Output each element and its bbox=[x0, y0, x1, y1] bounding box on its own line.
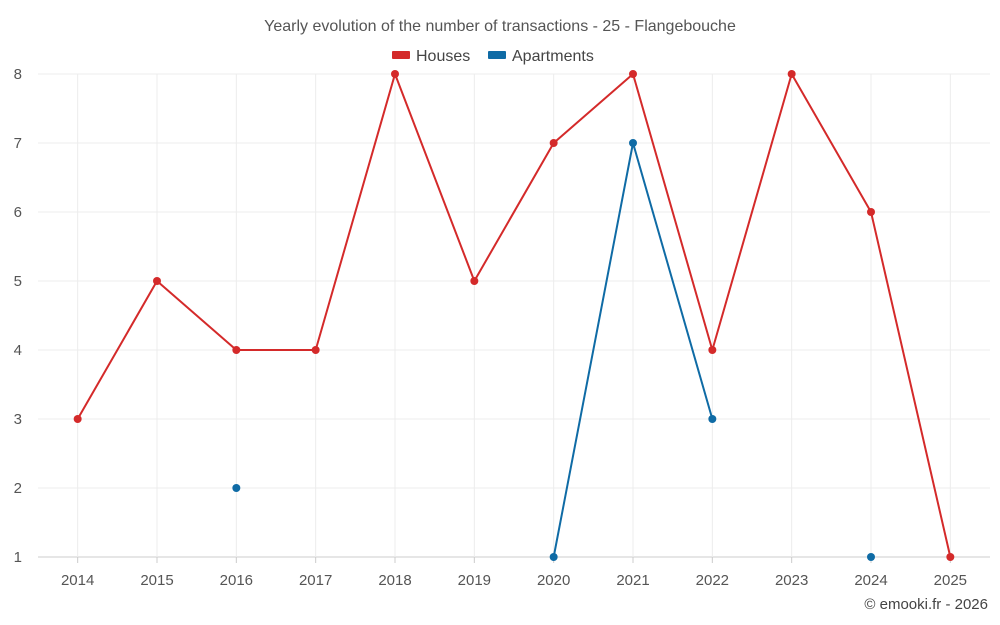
y-tick-label: 5 bbox=[14, 273, 22, 290]
grid bbox=[38, 73, 990, 558]
y-tick-label: 3 bbox=[14, 411, 22, 428]
x-tick-label: 2024 bbox=[854, 572, 887, 589]
data-point-houses-2014[interactable] bbox=[73, 415, 82, 423]
series-line-houses bbox=[76, 73, 952, 558]
series-points bbox=[73, 70, 955, 561]
y-tick-label: 1 bbox=[14, 549, 22, 566]
data-point-houses-2025[interactable] bbox=[946, 553, 955, 561]
legend-label-houses: Houses bbox=[416, 48, 470, 65]
legend-item-houses[interactable]: Houses bbox=[392, 48, 470, 65]
x-tick-label: 2018 bbox=[378, 572, 411, 589]
data-point-apartments-2021[interactable] bbox=[629, 139, 637, 147]
x-tick-label: 2020 bbox=[537, 572, 570, 589]
data-point-apartments-2020[interactable] bbox=[549, 553, 558, 561]
y-tick-label: 6 bbox=[14, 204, 22, 221]
x-tick-label: 2022 bbox=[696, 572, 729, 589]
data-point-houses-2022[interactable] bbox=[708, 346, 717, 354]
data-point-houses-2018[interactable] bbox=[391, 70, 399, 78]
legend-item-apartments[interactable]: Apartments bbox=[488, 48, 594, 65]
x-tick-label: 2019 bbox=[458, 572, 491, 589]
legend-label-apartments: Apartments bbox=[512, 48, 594, 65]
y-tick-label: 7 bbox=[14, 135, 22, 152]
x-tick-label: 2014 bbox=[61, 572, 94, 589]
chart-title: Yearly evolution of the number of transa… bbox=[264, 18, 736, 35]
y-tick-label: 8 bbox=[14, 66, 22, 83]
data-point-houses-2019[interactable] bbox=[470, 277, 479, 285]
y-tick-label: 2 bbox=[14, 480, 22, 497]
data-point-houses-2015[interactable] bbox=[153, 277, 161, 285]
data-point-houses-2023[interactable] bbox=[787, 70, 796, 78]
x-tick-label: 2023 bbox=[775, 572, 808, 589]
credit-text: © emooki.fr - 2026 bbox=[864, 596, 988, 613]
y-tick-label: 4 bbox=[14, 342, 22, 359]
x-tick-label: 2016 bbox=[220, 572, 253, 589]
data-point-houses-2017[interactable] bbox=[311, 346, 320, 354]
data-point-houses-2020[interactable] bbox=[549, 139, 558, 147]
data-point-houses-2016[interactable] bbox=[232, 346, 241, 354]
series-lines bbox=[76, 73, 952, 558]
data-point-apartments-2024[interactable] bbox=[867, 553, 875, 561]
data-point-apartments-2022[interactable] bbox=[708, 415, 717, 423]
data-point-houses-2024[interactable] bbox=[867, 208, 875, 216]
x-tick-label: 2015 bbox=[140, 572, 173, 589]
y-axis-ticks: 1 2 3 4 5 6 7 8 bbox=[14, 66, 22, 566]
legend: Houses Apartments bbox=[392, 48, 594, 65]
x-tick-label: 2025 bbox=[934, 572, 967, 589]
data-point-houses-2021[interactable] bbox=[629, 70, 637, 78]
data-point-apartments-2016[interactable] bbox=[232, 484, 241, 492]
legend-swatch-apartments bbox=[488, 51, 506, 59]
legend-swatch-houses bbox=[392, 51, 410, 59]
x-tick-label: 2021 bbox=[616, 572, 649, 589]
x-axis-ticks: 2014 2015 2016 2017 2018 2019 2020 2021 2022 2023… bbox=[61, 557, 967, 589]
x-tick-label: 2017 bbox=[299, 572, 332, 589]
